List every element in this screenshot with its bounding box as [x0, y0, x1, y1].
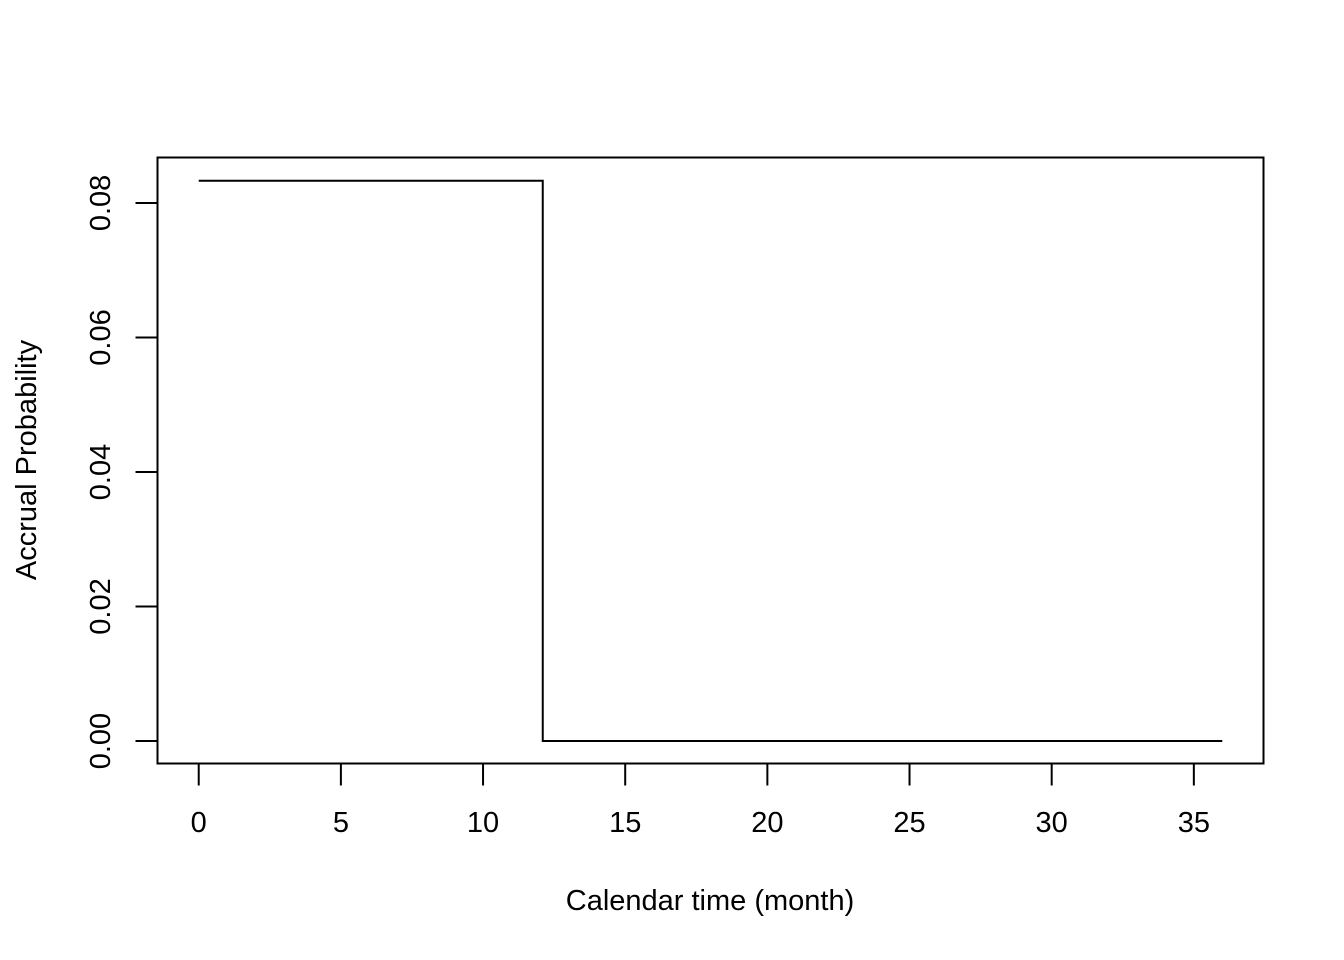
x-axis-title: Calendar time (month)	[566, 885, 855, 917]
series-layer	[198, 179, 1223, 743]
series-line	[198, 179, 1223, 743]
x-tick-label: 20	[751, 807, 783, 839]
x-tick-label: 5	[333, 807, 349, 839]
plot-box	[156, 156, 1265, 765]
y-tick-label: 0.08	[85, 175, 117, 231]
y-tick-label: 0.02	[85, 578, 117, 634]
y-axis: 0.00 0.02 0.04 0.06 0.08	[85, 175, 159, 769]
y-tick-label: 0.04	[85, 444, 117, 500]
x-tick-label: 35	[1178, 807, 1210, 839]
x-tick-label: 0	[191, 807, 207, 839]
x-axis: 0 5 10 15 20 25 30 35	[191, 762, 1210, 839]
y-tick-label: 0.06	[85, 309, 117, 365]
y-tick-label: 0.00	[85, 713, 117, 769]
x-tick-label: 10	[467, 807, 499, 839]
x-tick-label: 30	[1036, 807, 1068, 839]
x-tick-label: 25	[893, 807, 925, 839]
x-tick-label: 15	[609, 807, 641, 839]
y-axis-title: Accrual Probability	[11, 339, 43, 580]
